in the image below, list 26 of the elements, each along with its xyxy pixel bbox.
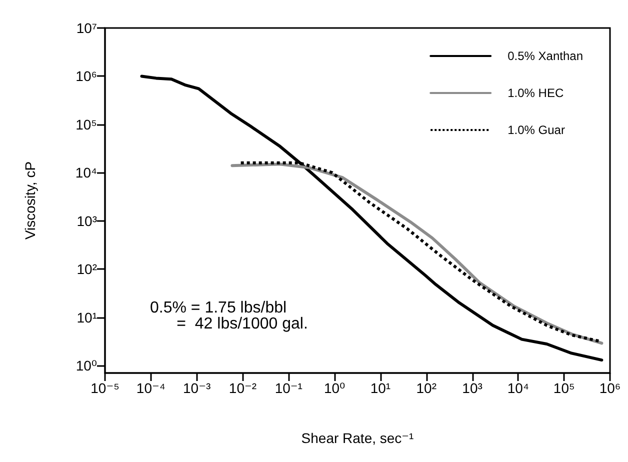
x-tick-label: 10⁻¹: [274, 380, 303, 396]
x-tick-label: 10⁻⁴: [136, 380, 166, 396]
x-tick-label: 10²: [416, 380, 437, 396]
legend-label: 1.0% HEC: [508, 86, 564, 100]
x-tick-label: 10³: [462, 380, 483, 396]
x-tick-label: 10⁻²: [228, 380, 257, 396]
x-axis-title: Shear Rate, sec⁻¹: [301, 430, 414, 446]
x-tick-label: 10⁵: [553, 380, 575, 396]
x-tick-label: 10⁰: [324, 380, 346, 396]
y-axis-title: Viscosity, cP: [22, 161, 38, 240]
legend-label: 1.0% Guar: [508, 123, 565, 137]
y-tick-label: 10⁰: [76, 358, 98, 374]
y-tick-label: 10⁵: [76, 116, 97, 132]
y-tick-label: 10¹: [76, 309, 98, 326]
x-tick-label: 10⁻⁵: [90, 380, 120, 396]
y-tick-label: 10⁶: [76, 68, 97, 84]
y-tick-label: 10⁴: [75, 164, 97, 181]
y-tick-label: 10³: [76, 212, 98, 229]
annotation: 0.5% = 1.75 lbs/bbl = 42 lbs/1000 gal.: [150, 300, 308, 332]
legend-label: 0.5% Xanthan: [508, 49, 584, 63]
x-tick-label: 10⁴: [507, 380, 529, 396]
y-tick-label: 10⁷: [76, 20, 97, 36]
y-tick-label: 10²: [76, 261, 98, 278]
x-tick-label: 10⁶: [599, 380, 621, 396]
x-tick-label: 10⁻³: [183, 380, 211, 396]
x-tick-label: 10¹: [370, 380, 391, 396]
